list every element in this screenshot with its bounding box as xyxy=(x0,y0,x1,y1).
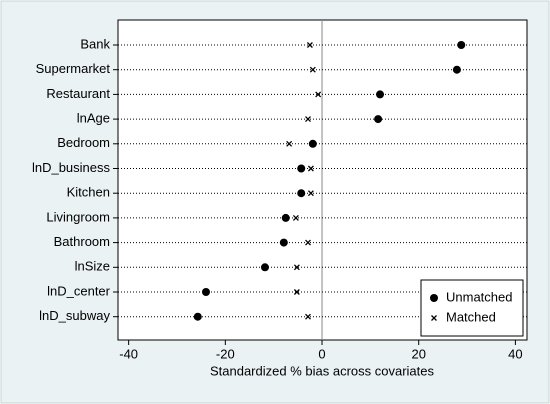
y-tick-label: lnD_center xyxy=(47,283,111,298)
marker-x xyxy=(293,264,300,271)
marker-x xyxy=(315,91,322,98)
marker-x xyxy=(305,116,311,123)
marker-dot xyxy=(452,65,461,74)
x-axis-label: Standardized % bias across covariates xyxy=(210,363,435,378)
legend-box xyxy=(420,279,524,337)
x-tick-label: 20 xyxy=(411,346,425,361)
x-tick-label: -40 xyxy=(119,346,138,361)
marker-x xyxy=(305,239,311,246)
marker-x xyxy=(286,140,293,147)
marker-dot xyxy=(457,41,466,49)
y-tick-label: Bank xyxy=(80,36,110,51)
marker-dot xyxy=(308,139,317,148)
x-tick-label: -20 xyxy=(216,346,235,361)
marker-dot xyxy=(430,294,438,302)
x-tick-label: 40 xyxy=(508,346,522,361)
y-tick-label: Restaurant xyxy=(46,86,110,101)
marker-dot xyxy=(376,90,385,99)
legend-label: Unmatched xyxy=(446,289,512,304)
y-tick-label: lnSize xyxy=(75,259,110,274)
marker-x xyxy=(306,42,313,48)
marker-dot xyxy=(279,238,288,247)
marker-dot xyxy=(297,189,306,198)
marker-x xyxy=(293,289,300,295)
marker-dot xyxy=(201,288,210,296)
marker-x xyxy=(292,214,299,221)
marker-x xyxy=(309,66,316,73)
marker-x xyxy=(307,190,314,197)
marker-dot xyxy=(260,263,269,272)
y-tick-label: lnD_business xyxy=(32,160,111,175)
y-tick-label: lnD_subway xyxy=(39,308,110,323)
legend-label: Matched xyxy=(446,309,496,324)
marker-x xyxy=(307,165,314,172)
y-tick-label: Bedroom xyxy=(57,135,110,150)
y-tick-label: Supermarket xyxy=(36,61,111,76)
marker-x xyxy=(431,315,437,321)
y-tick-label: Kitchen xyxy=(67,185,110,200)
y-tick-label: lnAge xyxy=(77,111,110,126)
marker-x xyxy=(305,313,311,320)
marker-dot xyxy=(297,164,306,173)
y-tick-label: Bathroom xyxy=(54,234,110,249)
x-tick-label: 0 xyxy=(318,346,325,361)
marker-dot xyxy=(281,213,290,222)
y-tick-label: Livingroom xyxy=(46,209,110,224)
marker-dot xyxy=(374,115,383,124)
marker-dot xyxy=(193,312,202,321)
